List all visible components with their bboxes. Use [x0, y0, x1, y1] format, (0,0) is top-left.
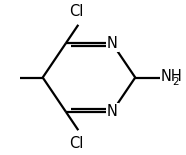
Text: N: N — [107, 104, 118, 119]
Text: 2: 2 — [172, 77, 179, 87]
Text: N: N — [107, 36, 118, 51]
Text: NH: NH — [161, 69, 183, 84]
Text: Cl: Cl — [69, 136, 84, 151]
Text: Cl: Cl — [69, 4, 84, 19]
